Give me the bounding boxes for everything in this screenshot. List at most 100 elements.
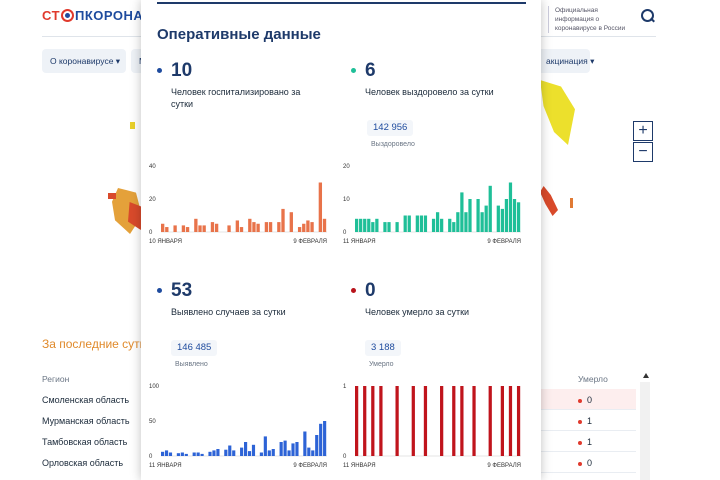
chart-bar[interactable]	[247, 451, 252, 456]
chart-bar[interactable]	[228, 445, 232, 457]
chart-bar[interactable]	[267, 450, 271, 456]
zoom-out-button[interactable]: −	[633, 142, 653, 162]
chart-bar[interactable]	[224, 449, 228, 456]
chart-bar[interactable]	[306, 220, 310, 232]
chart-bar[interactable]	[500, 386, 504, 456]
chart-bar[interactable]	[323, 421, 327, 456]
recovered-chart[interactable]: 20 10 0 11 ЯНВАРЯ 9 ФЕВРАЛЯ	[343, 162, 525, 246]
chart-bar[interactable]	[240, 447, 244, 456]
chart-bar[interactable]	[516, 386, 521, 456]
chart-bar[interactable]	[263, 436, 267, 456]
table-row-region[interactable]: Орловская область	[42, 458, 124, 468]
chart-bar[interactable]	[198, 225, 202, 232]
table-row-died[interactable]: 0	[541, 389, 636, 410]
chart-bar[interactable]	[248, 218, 252, 232]
chart-bar[interactable]	[512, 199, 517, 232]
chart-bar[interactable]	[283, 440, 287, 456]
chart-bar[interactable]	[355, 386, 359, 456]
chart-bar[interactable]	[244, 442, 248, 456]
chart-bar[interactable]	[508, 386, 513, 456]
table-row-died[interactable]: 1	[541, 410, 636, 431]
nav-about-coronavirus[interactable]: О коронавирусе ▾	[42, 49, 126, 73]
map-region[interactable]	[128, 202, 144, 230]
chart-bar[interactable]	[367, 218, 371, 232]
chart-bar[interactable]	[202, 225, 206, 232]
chart-bar[interactable]	[232, 450, 236, 456]
chart-bar[interactable]	[496, 205, 500, 232]
chart-bar[interactable]	[212, 450, 216, 456]
chart-bar[interactable]	[504, 199, 509, 232]
chart-bar[interactable]	[259, 452, 263, 457]
chart-bar[interactable]	[277, 222, 281, 232]
chart-bar[interactable]	[268, 222, 273, 232]
chart-bar[interactable]	[164, 450, 169, 456]
chart-bar[interactable]	[484, 205, 488, 232]
chart-bar[interactable]	[440, 218, 444, 232]
table-scrollbar[interactable]	[640, 382, 650, 480]
chart-bar[interactable]	[318, 182, 323, 233]
chart-bar[interactable]	[411, 386, 415, 456]
chart-bar[interactable]	[303, 431, 307, 457]
chart-bar[interactable]	[452, 386, 456, 456]
chart-bar[interactable]	[423, 386, 428, 456]
chart-bar[interactable]	[375, 218, 379, 232]
site-logo[interactable]: СТ ПКОРОНАВИ	[42, 8, 163, 23]
died-chart[interactable]: 1 0 11 ЯНВАРЯ 9 ФЕВРАЛЯ	[343, 382, 525, 470]
hospitalized-chart[interactable]: 40 20 0 10 ЯНВАРЯ 9 ФЕВРАЛЯ	[149, 162, 331, 246]
chart-bar[interactable]	[251, 444, 256, 456]
chart-bar[interactable]	[235, 220, 240, 232]
chart-bar[interactable]	[239, 227, 244, 232]
chart-bar[interactable]	[488, 386, 492, 456]
chart-bar[interactable]	[464, 212, 468, 232]
chart-bar[interactable]	[355, 218, 359, 232]
chart-bar[interactable]	[423, 215, 428, 233]
chart-bar[interactable]	[295, 442, 299, 456]
chart-bar[interactable]	[415, 215, 419, 233]
chart-bar[interactable]	[216, 449, 220, 456]
chart-bar[interactable]	[371, 386, 375, 456]
table-row-died[interactable]: 0	[541, 452, 636, 473]
chart-bar[interactable]	[508, 182, 513, 233]
chart-bar[interactable]	[419, 215, 424, 233]
chart-bar[interactable]	[311, 450, 315, 456]
chart-bar[interactable]	[387, 222, 391, 232]
zoom-in-button[interactable]: +	[633, 121, 653, 141]
chart-bar[interactable]	[302, 223, 306, 232]
chart-bar[interactable]	[476, 199, 480, 232]
chart-bar[interactable]	[500, 208, 504, 232]
chart-bar[interactable]	[488, 185, 492, 232]
chart-bar[interactable]	[383, 222, 387, 232]
chart-bar[interactable]	[307, 447, 311, 456]
chart-bar[interactable]	[287, 450, 291, 456]
chart-bar[interactable]	[168, 452, 173, 457]
chart-bar[interactable]	[468, 199, 472, 232]
chart-bar[interactable]	[279, 442, 283, 456]
chart-bar[interactable]	[371, 222, 375, 232]
column-died-header[interactable]: Умерло	[578, 374, 608, 384]
chart-bar[interactable]	[181, 225, 186, 232]
chart-bar[interactable]	[460, 386, 464, 456]
table-row-region[interactable]: Мурманская область	[42, 416, 130, 426]
chart-bar[interactable]	[379, 386, 383, 456]
chart-bar[interactable]	[395, 222, 399, 232]
chart-bar[interactable]	[256, 223, 260, 232]
map-region[interactable]	[108, 193, 116, 199]
chart-bar[interactable]	[448, 218, 452, 232]
chart-bar[interactable]	[395, 386, 399, 456]
chart-bar[interactable]	[161, 223, 165, 232]
map-region[interactable]	[570, 198, 573, 208]
chart-bar[interactable]	[281, 208, 285, 232]
chart-bar[interactable]	[196, 452, 200, 457]
detected-chart[interactable]: 100 50 0 11 ЯНВАРЯ 9 ФЕВРАЛЯ	[149, 382, 331, 470]
chart-bar[interactable]	[315, 435, 319, 456]
chart-bar[interactable]	[165, 227, 169, 232]
map-region[interactable]	[130, 122, 135, 129]
scroll-up-arrow-icon[interactable]	[643, 373, 649, 378]
table-row-died[interactable]: 1	[541, 431, 636, 452]
chart-bar[interactable]	[363, 218, 367, 232]
chart-bar[interactable]	[194, 218, 198, 232]
chart-bar[interactable]	[431, 218, 436, 232]
chart-bar[interactable]	[319, 423, 323, 456]
chart-bar[interactable]	[310, 222, 314, 232]
chart-bar[interactable]	[161, 451, 165, 456]
